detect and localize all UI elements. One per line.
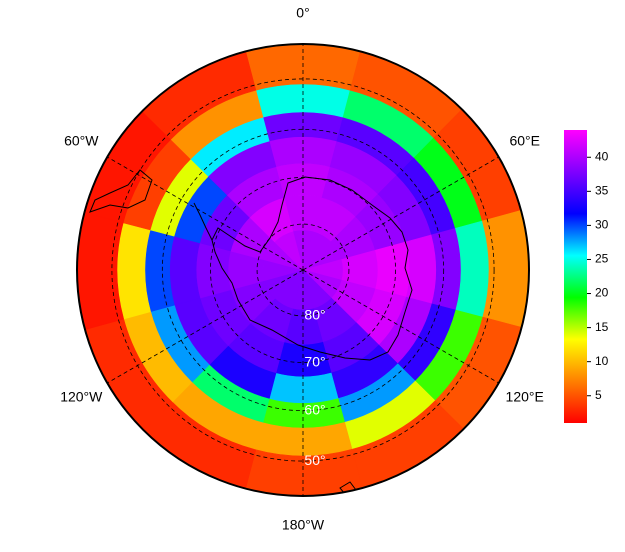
meridian bbox=[302, 154, 503, 271]
meridian bbox=[302, 269, 503, 386]
colorbar-tick-label: 15 bbox=[595, 320, 609, 334]
colorbar-tick-label: 10 bbox=[595, 354, 609, 368]
field-cell bbox=[481, 202, 529, 338]
lat-label: 80° bbox=[304, 307, 325, 323]
colorbar-tick-label: 30 bbox=[595, 218, 609, 232]
lat-label: 50° bbox=[304, 452, 325, 468]
field-cell bbox=[77, 202, 125, 338]
labels: 80° 70° 60° 50° 0° 60°E 120°E 180°W 120°W 60°W bbox=[60, 5, 544, 533]
colorbar-tick-label: 25 bbox=[595, 252, 609, 266]
colorbar-tick-label: 35 bbox=[595, 183, 609, 197]
colorbar-tick-label: 20 bbox=[595, 286, 609, 300]
colorbar-tick-label: 40 bbox=[595, 149, 609, 163]
lon-label: 0° bbox=[296, 5, 309, 21]
parallel bbox=[111, 78, 495, 462]
meridian bbox=[103, 154, 304, 271]
meridian bbox=[103, 269, 304, 386]
antarctica bbox=[211, 176, 413, 361]
field-cell bbox=[374, 241, 411, 299]
lon-label: 60°W bbox=[64, 133, 99, 149]
lon-label: 60°E bbox=[509, 133, 540, 149]
lon-label: 180°W bbox=[282, 517, 325, 533]
south-america-tip bbox=[89, 169, 153, 213]
map-border bbox=[76, 43, 530, 497]
colorbar-tick-label: 5 bbox=[595, 388, 602, 402]
lon-label: 120°E bbox=[506, 389, 544, 405]
lat-label: 70° bbox=[304, 353, 325, 369]
field-cell bbox=[195, 241, 232, 299]
lat-label: 60° bbox=[304, 401, 325, 417]
colorbar bbox=[564, 130, 587, 423]
graticule bbox=[103, 44, 503, 496]
lon-label: 120°W bbox=[60, 389, 103, 405]
field-cell bbox=[169, 234, 201, 306]
